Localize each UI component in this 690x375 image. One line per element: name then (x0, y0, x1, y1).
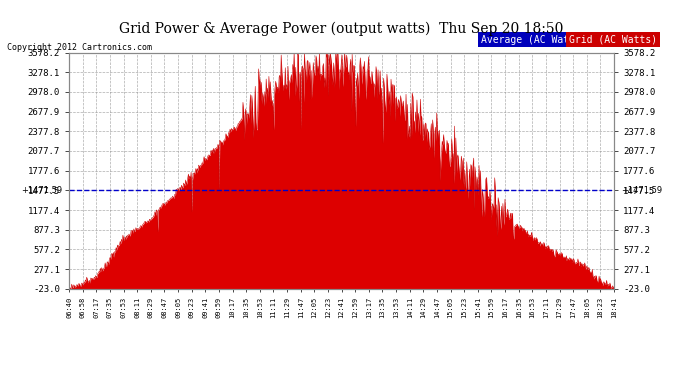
Text: Average (AC Watts): Average (AC Watts) (480, 34, 586, 45)
Text: +1471.59: +1471.59 (21, 186, 62, 195)
Text: +1471.59: +1471.59 (621, 186, 662, 195)
Text: Copyright 2012 Cartronics.com: Copyright 2012 Cartronics.com (7, 43, 152, 52)
Text: Grid (AC Watts): Grid (AC Watts) (569, 34, 658, 45)
Title: Grid Power & Average Power (output watts)  Thu Sep 20 18:50: Grid Power & Average Power (output watts… (119, 22, 564, 36)
